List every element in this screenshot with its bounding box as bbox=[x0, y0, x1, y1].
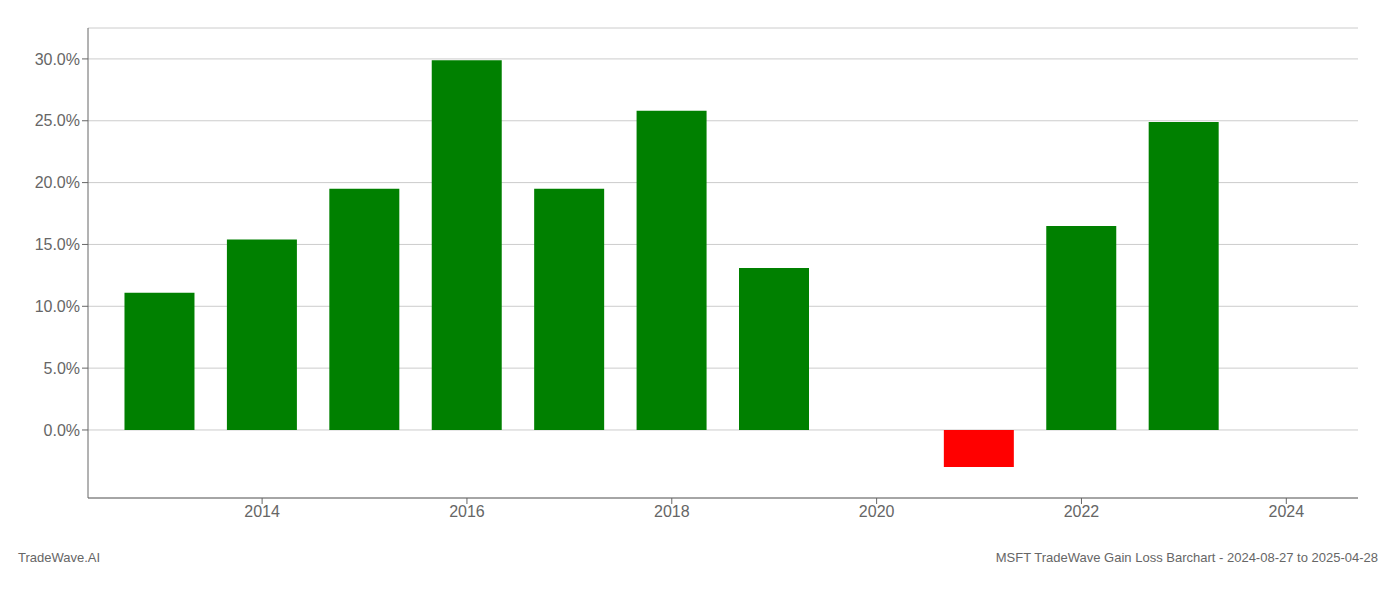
svg-text:2024: 2024 bbox=[1269, 503, 1305, 520]
svg-text:2018: 2018 bbox=[654, 503, 690, 520]
svg-text:2016: 2016 bbox=[449, 503, 485, 520]
svg-text:2022: 2022 bbox=[1064, 503, 1100, 520]
svg-text:2014: 2014 bbox=[244, 503, 280, 520]
svg-text:10.0%: 10.0% bbox=[35, 298, 80, 315]
svg-text:5.0%: 5.0% bbox=[44, 360, 80, 377]
html-text:TradeWave.AI: TradeWave.AI bbox=[18, 550, 101, 565]
svg-text:0.0%: 0.0% bbox=[44, 422, 80, 439]
svg-text:30.0%: 30.0% bbox=[35, 51, 80, 68]
svg-text:2020: 2020 bbox=[859, 503, 895, 520]
svg-text:20.0%: 20.0% bbox=[35, 174, 80, 191]
svg-text:15.0%: 15.0% bbox=[35, 236, 80, 253]
html-text:MSFT TradeWave Gain Loss Barch: MSFT TradeWave Gain Loss Barchart - 2024… bbox=[995, 550, 1378, 565]
svg-text:25.0%: 25.0% bbox=[35, 112, 80, 129]
